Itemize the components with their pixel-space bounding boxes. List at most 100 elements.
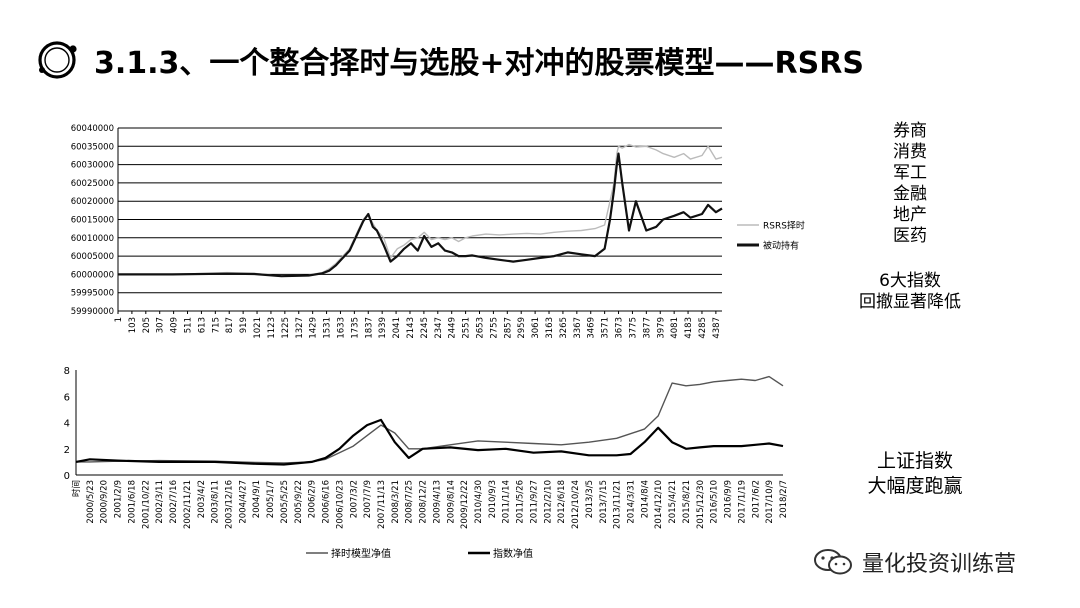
- y-tick-label: 6: [64, 392, 70, 403]
- x-tick-label: 2005/9/22: [294, 480, 304, 524]
- x-tick-label: 817: [225, 317, 235, 333]
- x-tick-label: 2015/8/21: [682, 480, 692, 524]
- y-tick-label: 2: [64, 445, 70, 456]
- x-tick-label: 2007/11/13: [377, 480, 387, 529]
- legend-label: 被动持有: [763, 240, 799, 252]
- x-tick-label: 2010/9/3: [488, 480, 498, 518]
- x-tick-label: 2009/4/13: [432, 480, 442, 524]
- x-tick-label: 3469: [587, 317, 597, 339]
- x-tick-label: 2002/3/11: [155, 480, 165, 524]
- series-line-1: [118, 143, 723, 277]
- x-tick-label: 3877: [642, 317, 652, 339]
- x-tick-label: 2017/10/9: [765, 480, 775, 524]
- x-tick-label: 1225: [281, 317, 291, 339]
- x-tick-label: 2009/12/22: [460, 480, 470, 529]
- x-tick-label: 1735: [350, 317, 360, 339]
- legend-label: 择时模型净值: [331, 547, 391, 560]
- y-tick-label: 60005000: [71, 252, 114, 262]
- sector-label: 医药: [893, 226, 927, 246]
- note-line: 回撤显著降低: [859, 292, 961, 312]
- note-line: 6大指数: [879, 271, 941, 291]
- x-tick-label: 1123: [267, 317, 277, 339]
- x-tick-label: 409: [170, 317, 180, 333]
- x-tick-label: 919: [239, 317, 249, 333]
- x-tick-label: 2008/12/2: [419, 480, 429, 524]
- x-tick-label: 2012/2/10: [543, 480, 553, 524]
- series-line-2: [75, 418, 784, 466]
- watermark: 量化投资训练营: [812, 546, 1016, 578]
- x-tick-label: 2003/12/16: [224, 480, 234, 529]
- y-tick-label: 60025000: [71, 179, 114, 189]
- x-tick-label: 3163: [545, 317, 555, 339]
- x-tick-label: 2013/3/5: [585, 480, 595, 518]
- x-tick-label: 2010/4/30: [474, 480, 484, 524]
- x-tick-label: 1: [114, 317, 124, 322]
- y-tick-label: 60015000: [71, 216, 114, 226]
- y-tick-label: 60040000: [71, 124, 114, 134]
- outperform-note: 上证指数 大幅度跑赢: [845, 449, 985, 499]
- series-line-1: [76, 375, 784, 464]
- x-tick-label: 3571: [601, 317, 611, 339]
- x-tick-label: 2003/8/11: [211, 480, 221, 524]
- x-tick-label: 103: [128, 317, 138, 333]
- watermark-text: 量化投资训练营: [862, 552, 1017, 577]
- sector-label: 消费: [893, 142, 927, 162]
- drawdown-note: 6大指数 回撤显著降低: [835, 271, 985, 313]
- x-tick-label: 时间: [71, 480, 82, 497]
- x-tick-label: 2001/2/9: [114, 480, 124, 518]
- y-tick-label: 60000000: [71, 270, 114, 280]
- x-tick-label: 2016/9/9: [724, 480, 734, 518]
- page-title: 3.1.3、一个整合择时与选股+对冲的股票模型——RSRS: [94, 46, 864, 81]
- x-tick-label: 2007/3/2: [349, 480, 359, 518]
- x-tick-label: 2000/9/20: [100, 480, 110, 524]
- x-tick-label: 1531: [323, 317, 333, 339]
- x-tick-label: 2005/5/25: [280, 480, 290, 524]
- x-tick-label: 2004/9/1: [252, 480, 262, 518]
- x-tick-label: 1837: [364, 317, 374, 339]
- sector-label: 券商: [893, 121, 927, 141]
- legend-label: RSRS择时: [763, 220, 805, 232]
- y-tick-label: 59990000: [71, 307, 114, 317]
- x-tick-label: 2001/6/18: [127, 480, 137, 524]
- x-tick-label: 2006/10/23: [335, 480, 345, 529]
- sector-label: 军工: [893, 163, 927, 183]
- x-tick-label: 2018/2/7: [779, 480, 789, 518]
- x-tick-label: 2016/5/10: [710, 480, 720, 524]
- x-tick-label: 2017/6/2: [751, 480, 761, 518]
- x-tick-label: 2012/10/24: [571, 480, 581, 529]
- x-tick-label: 2008/7/25: [405, 480, 415, 524]
- x-tick-label: 2014/3/31: [627, 480, 637, 524]
- x-tick-label: 2653: [476, 317, 486, 339]
- y-tick-label: 0: [64, 471, 70, 482]
- x-tick-label: 2012/6/18: [557, 480, 567, 524]
- x-tick-label: 2006/6/16: [322, 480, 332, 524]
- x-tick-label: 307: [156, 317, 166, 333]
- sector-label: 金融: [893, 184, 927, 204]
- x-tick-label: 2001/10/22: [141, 480, 151, 529]
- x-tick-label: 2755: [489, 317, 499, 339]
- x-tick-label: 2002/11/21: [183, 480, 193, 529]
- x-tick-label: 2013/11/21: [613, 480, 623, 529]
- sector-label: 地产: [893, 205, 927, 225]
- series-line-2: [118, 152, 723, 278]
- x-tick-label: 2005/1/7: [266, 480, 276, 518]
- x-tick-label: 2449: [448, 317, 458, 339]
- x-tick-label: 2143: [406, 317, 416, 339]
- x-tick-label: 3673: [615, 317, 625, 339]
- title-bar: 3.1.3、一个整合择时与选股+对冲的股票模型——RSRS: [34, 30, 864, 90]
- x-tick-label: 2011/1/14: [502, 480, 512, 524]
- legend-label: 指数净值: [493, 547, 533, 560]
- timing-vs-index-nav-chart: 0 2 4 6 8 时间 2000/5/23 2000/9/20 2001/2/9 2001/6/…: [64, 366, 789, 560]
- x-tick-label: 2014/12/10: [654, 480, 664, 529]
- x-tick-label: 2857: [503, 317, 513, 339]
- x-tick-label: 4387: [712, 317, 722, 339]
- x-tick-label: 205: [142, 317, 152, 333]
- y-tick-label: 60030000: [71, 161, 114, 171]
- x-tick-label: 4183: [684, 317, 694, 339]
- y-tick-label: 4: [64, 419, 70, 430]
- x-tick-label: 2008/3/21: [391, 480, 401, 524]
- x-tick-label: 2000/5/23: [86, 480, 96, 524]
- x-tick-label: 2017/1/19: [737, 480, 747, 524]
- note-line: 大幅度跑赢: [867, 475, 963, 497]
- x-tick-label: 715: [211, 317, 221, 333]
